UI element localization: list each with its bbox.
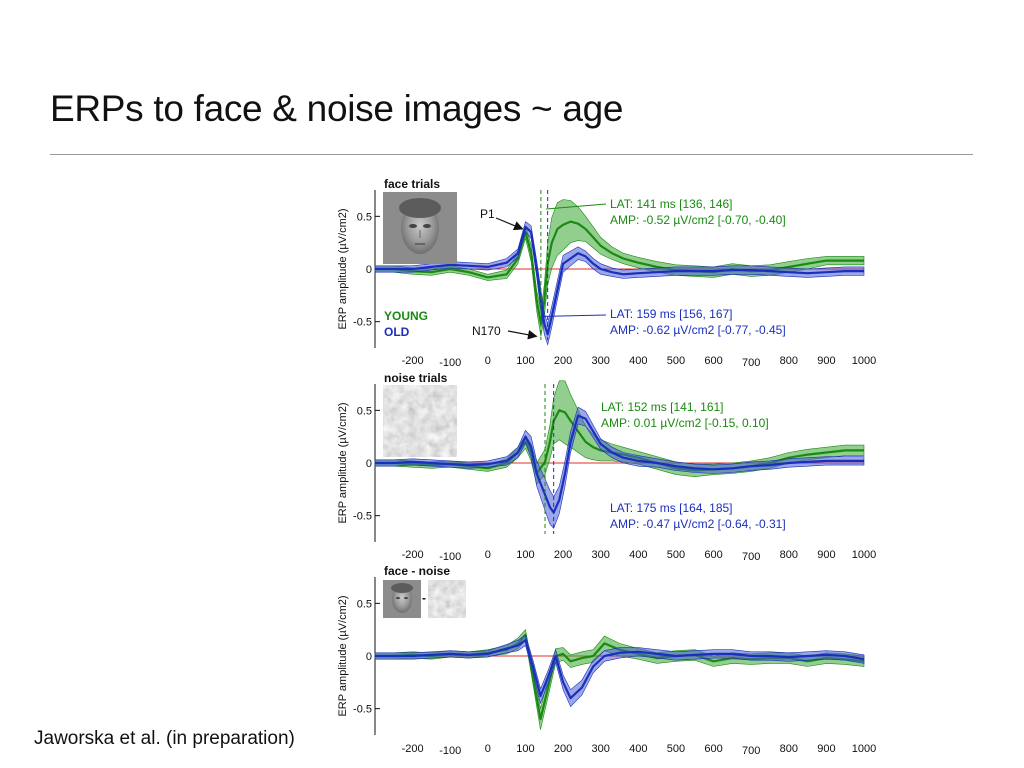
y-tick-label: 0.5 <box>357 598 372 610</box>
y-axis-label: ERP amplitude (µV/cm2) <box>337 208 349 329</box>
x-tick-label: 400 <box>629 549 647 561</box>
panel-1: noise trials ERP amplitude (µV/cm2) 0.5 0 -0… <box>337 371 876 563</box>
x-tick-label: 1000 <box>852 743 876 755</box>
x-tick-label: 800 <box>780 549 798 561</box>
x-tick-label: 500 <box>667 355 685 367</box>
legend-old: OLD <box>384 325 410 339</box>
x-tick-label: 1000 <box>852 355 876 367</box>
legend-young: YOUNG <box>384 309 428 323</box>
panel-title: face - noise <box>384 564 450 578</box>
y-tick-label: -0.5 <box>353 317 372 329</box>
minus-sign: - <box>422 591 426 605</box>
x-tick-label: 700 <box>742 551 760 563</box>
ci-band-old <box>374 634 865 708</box>
x-tick-label: 600 <box>704 549 722 561</box>
x-tick-label: 100 <box>516 355 534 367</box>
mean-line-old <box>375 639 865 700</box>
x-tick-label: -100 <box>439 745 461 757</box>
x-tick-label: -100 <box>439 551 461 563</box>
y-tick-label: 0 <box>366 651 372 663</box>
y-tick-label: 0 <box>366 264 372 276</box>
x-tick-label: 200 <box>554 743 572 755</box>
x-tick-label: 200 <box>554 355 572 367</box>
x-tick-label: 900 <box>817 549 835 561</box>
title-divider <box>50 154 973 155</box>
x-tick-label: 600 <box>704 743 722 755</box>
panel-title: face trials <box>384 177 440 191</box>
x-tick-label: -200 <box>402 355 424 367</box>
old-amplitude-text: AMP: -0.47 µV/cm2 [-0.64, -0.31] <box>610 517 786 531</box>
x-tick-label: 300 <box>592 549 610 561</box>
x-tick-label: -200 <box>402 743 424 755</box>
n170-label: N170 <box>472 324 501 338</box>
y-tick-label: 0 <box>366 458 372 470</box>
ci-band-young <box>374 629 865 730</box>
y-tick-label: 0.5 <box>357 405 372 417</box>
x-tick-label: 700 <box>742 357 760 369</box>
x-tick-label: 0 <box>485 743 491 755</box>
n170-arrow <box>507 330 538 340</box>
x-tick-label: 200 <box>554 549 572 561</box>
y-axis-label: ERP amplitude (µV/cm2) <box>337 402 349 523</box>
y-tick-label: -0.5 <box>353 704 372 716</box>
x-tick-label: 800 <box>780 743 798 755</box>
noise-thumbnail <box>383 385 457 457</box>
x-tick-label: 900 <box>817 355 835 367</box>
y-tick-label: 0.5 <box>357 211 372 223</box>
young-stats-pointer <box>546 203 607 210</box>
x-tick-label: -200 <box>402 549 424 561</box>
panel-title: noise trials <box>384 371 448 385</box>
panel-0: face trials ERP amplitude (µV/cm2) 0.5 0 -0.… <box>337 177 876 369</box>
x-tick-label: -100 <box>439 357 461 369</box>
x-tick-label: 100 <box>516 549 534 561</box>
young-amplitude-text: AMP: -0.52 µV/cm2 [-0.70, -0.40] <box>610 213 786 227</box>
face-thumbnail <box>383 192 457 264</box>
x-tick-label: 0 <box>485 355 491 367</box>
x-tick-label: 300 <box>592 355 610 367</box>
x-tick-label: 300 <box>592 743 610 755</box>
p1-arrow <box>495 217 524 231</box>
citation: Jaworska et al. (in preparation) <box>34 728 295 749</box>
y-tick-label: -0.5 <box>353 511 372 523</box>
old-amplitude-text: AMP: -0.62 µV/cm2 [-0.77, -0.45] <box>610 323 786 337</box>
y-axis-label: ERP amplitude (µV/cm2) <box>337 595 349 716</box>
x-tick-label: 0 <box>485 549 491 561</box>
young-amplitude-text: AMP: 0.01 µV/cm2 [-0.15, 0.10] <box>601 416 769 430</box>
ci-band-old <box>374 406 865 529</box>
p1-label: P1 <box>480 207 495 221</box>
old-latency-text: LAT: 159 ms [156, 167] <box>610 307 733 321</box>
x-tick-label: 100 <box>516 743 534 755</box>
ci-band-old <box>374 221 865 346</box>
x-tick-label: 1000 <box>852 549 876 561</box>
x-tick-label: 700 <box>742 745 760 757</box>
noise-thumbnail-small <box>428 580 466 618</box>
face-thumbnail-small <box>383 580 421 618</box>
x-tick-label: 600 <box>704 355 722 367</box>
slide-title: ERPs to face & noise images ~ age <box>50 88 624 129</box>
x-tick-label: 400 <box>629 743 647 755</box>
mean-line-old <box>375 414 864 514</box>
x-tick-label: 800 <box>780 355 798 367</box>
x-tick-label: 900 <box>817 743 835 755</box>
x-tick-label: 500 <box>667 549 685 561</box>
old-stats-pointer <box>543 314 607 317</box>
x-tick-label: 400 <box>629 355 647 367</box>
old-latency-text: LAT: 175 ms [164, 185] <box>610 501 733 515</box>
young-latency-text: LAT: 152 ms [141, 161] <box>601 400 724 414</box>
x-tick-label: 500 <box>667 743 685 755</box>
young-latency-text: LAT: 141 ms [136, 146] <box>610 197 733 211</box>
mean-line-old <box>375 225 864 336</box>
